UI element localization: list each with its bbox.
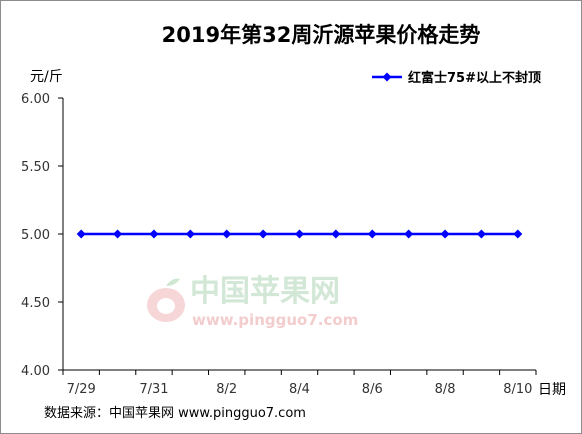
legend: 红富士75#以上不封顶 xyxy=(372,70,541,86)
data-point-marker xyxy=(367,229,377,239)
x-tick-label: 8/6 xyxy=(362,382,383,397)
chart-title: 2019年第32周沂源苹果价格走势 xyxy=(162,23,481,47)
x-tick-label: 8/4 xyxy=(289,382,310,397)
y-tick-label: 4.00 xyxy=(21,364,50,379)
x-tick-label: 8/2 xyxy=(216,382,237,397)
data-point-marker xyxy=(185,229,195,239)
data-point-marker xyxy=(440,229,450,239)
data-point-marker xyxy=(295,229,304,239)
source-note: 数据来源：中国苹果网 www.pingguo7.com xyxy=(44,406,306,421)
apple-logo-icon xyxy=(147,278,185,322)
x-tick-label: 8/8 xyxy=(435,382,456,397)
legend-label: 红富士75#以上不封顶 xyxy=(408,70,541,86)
x-tick-label: 7/29 xyxy=(67,382,96,397)
x-tick-label: 7/31 xyxy=(139,382,168,397)
y-tick-label: 4.50 xyxy=(21,296,50,311)
legend-marker xyxy=(382,72,392,82)
data-point-marker xyxy=(76,229,86,239)
data-point-marker xyxy=(149,229,159,239)
y-tick-label: 6.00 xyxy=(21,92,50,107)
data-point-marker xyxy=(331,229,341,239)
data-point-marker xyxy=(258,229,268,239)
y-tick-label: 5.00 xyxy=(21,228,50,243)
watermark-name: 中国苹果网 xyxy=(190,274,340,309)
data-point-marker xyxy=(513,229,523,239)
watermark: 中国苹果网 www.pingguo7.com xyxy=(147,274,358,329)
watermark-url: www.pingguo7.com xyxy=(192,311,358,329)
plot-area: 4.00 4.50 5.00 5.50 6.00 7/29 7/31 8/2 8/4 8/6 8/8… xyxy=(21,92,537,397)
x-tick-label: 8/10 xyxy=(503,382,532,397)
x-unit-label: 日期 xyxy=(538,382,566,398)
data-point-marker xyxy=(222,229,232,239)
data-point-marker xyxy=(404,229,414,239)
data-point-marker xyxy=(113,229,123,239)
y-unit-label: 元/斤 xyxy=(30,69,63,85)
data-point-marker xyxy=(476,229,486,239)
y-tick-label: 5.50 xyxy=(21,160,50,175)
